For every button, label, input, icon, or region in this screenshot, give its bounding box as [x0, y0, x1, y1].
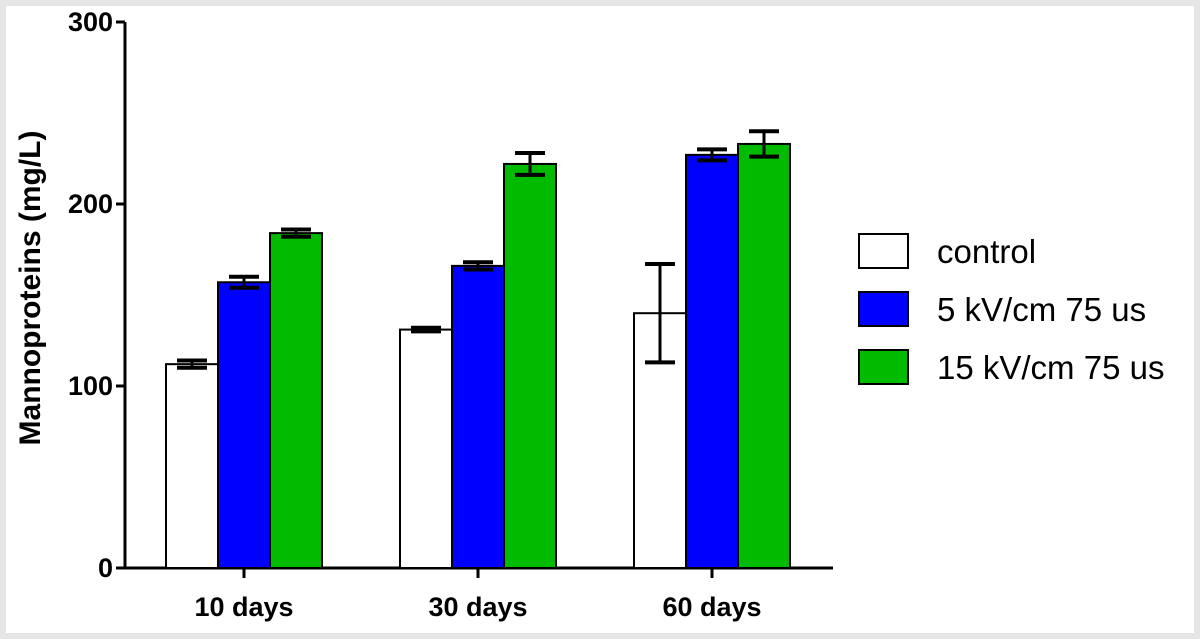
x-tick-labels: 10 days 30 days 60 days: [194, 592, 761, 622]
y-tick-label: 300: [68, 7, 113, 37]
legend-label: 5 kV/cm 75 us: [937, 291, 1146, 328]
error-bars: [177, 129, 779, 370]
legend-label: control: [937, 233, 1036, 270]
bar-15kv-3: [737, 142, 791, 569]
legend-label: 15 kV/cm 75 us: [937, 349, 1164, 386]
bar-chart: 10 days 30 days 60 days 0 100 200 300 Mannopr…: [14, 7, 1164, 622]
x-tick-label: 10 days: [194, 592, 293, 622]
bar-5kv-3: [685, 153, 739, 570]
legend-swatch: [858, 233, 909, 269]
bar-control-2: [399, 328, 453, 569]
y-tick-label: 0: [98, 553, 113, 583]
x-tick-label: 30 days: [428, 592, 527, 622]
x-tick-label: 60 days: [662, 592, 761, 622]
legend: control 5 kV/cm 75 us 15 kV/cm 75 us: [858, 233, 1164, 386]
y-tick-labels: 0 100 200 300: [68, 7, 113, 583]
y-tick-label: 200: [68, 189, 113, 219]
bars: [165, 142, 791, 570]
legend-swatch: [858, 291, 909, 327]
bar-15kv-2: [503, 162, 557, 570]
bar-5kv-1: [217, 281, 271, 569]
bar-5kv-2: [451, 264, 505, 569]
y-axis-label: Mannoproteins (mg/L): [14, 131, 47, 446]
bar-control-1: [165, 363, 219, 569]
chart-frame: 10 days 30 days 60 days 0 100 200 300 Mannopr…: [6, 6, 1194, 633]
bar-15kv-1: [269, 232, 323, 569]
legend-swatch: [858, 349, 909, 385]
y-tick-label: 100: [68, 371, 113, 401]
